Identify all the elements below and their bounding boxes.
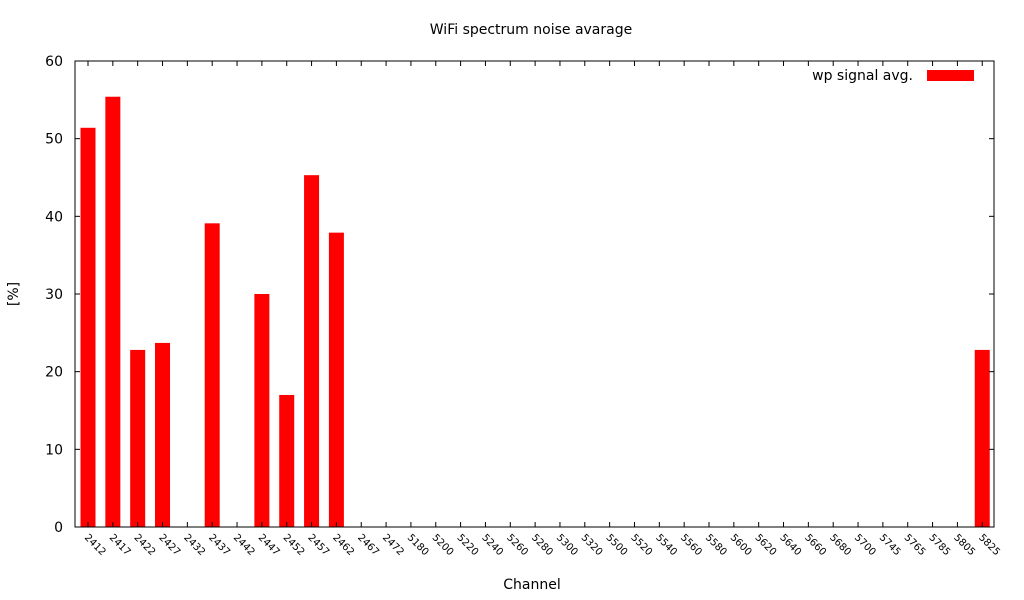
- x-tick-label-5805: 5805: [951, 532, 977, 558]
- x-tick-label-2457: 2457: [305, 532, 331, 558]
- x-tick-label-2447: 2447: [256, 532, 282, 558]
- y-tick-label-50: 50: [45, 132, 63, 148]
- y-tick-label-0: 0: [54, 520, 63, 536]
- chart-title: WiFi spectrum noise avarage: [430, 22, 632, 38]
- x-axis-label: Channel: [503, 577, 560, 593]
- x-tick-label-2472: 2472: [380, 532, 406, 558]
- bar-2437: [204, 223, 220, 527]
- x-tick-label-2412: 2412: [82, 532, 108, 558]
- x-tick-label-5260: 5260: [504, 532, 530, 558]
- x-tick-label-5600: 5600: [728, 532, 754, 558]
- legend: wp signal avg.: [812, 68, 974, 84]
- x-tick-label-2422: 2422: [132, 532, 158, 558]
- legend-swatch: [927, 70, 974, 81]
- bar-2422: [130, 349, 146, 527]
- x-tick-label-5700: 5700: [852, 532, 878, 558]
- x-tick-label-5520: 5520: [628, 532, 654, 558]
- x-tick-label-2432: 2432: [181, 532, 207, 558]
- x-tick-label-5300: 5300: [554, 532, 580, 558]
- x-tick-label-5580: 5580: [703, 532, 729, 558]
- y-tick-label-40: 40: [45, 209, 63, 225]
- y-axis-label: [%]: [6, 282, 22, 306]
- x-tick-label-5680: 5680: [827, 532, 853, 558]
- x-tick-label-2467: 2467: [355, 532, 381, 558]
- bar-2417: [105, 96, 121, 527]
- y-tick-label-60: 60: [45, 54, 63, 70]
- bar-2462: [328, 232, 344, 527]
- x-tick-label-5640: 5640: [777, 532, 803, 558]
- bar-2457: [304, 175, 320, 528]
- x-tick-labels: 2412 2417 2422 2427 2432 2437 2442 2447 2452 2457…: [82, 532, 1002, 558]
- x-tick-label-5765: 5765: [902, 532, 928, 558]
- y-tick-label-20: 20: [45, 365, 63, 381]
- x-tick-label-5200: 5200: [430, 532, 456, 558]
- x-tick-label-5180: 5180: [405, 532, 431, 558]
- x-tick-label-5240: 5240: [479, 532, 505, 558]
- x-tick-label-5220: 5220: [454, 532, 480, 558]
- y-tick-label-10: 10: [45, 442, 63, 458]
- y-tick-label-30: 30: [45, 287, 63, 303]
- x-tick-label-5825: 5825: [976, 532, 1002, 558]
- x-tick-label-5560: 5560: [678, 532, 704, 558]
- x-tick-label-5540: 5540: [653, 532, 679, 558]
- bars-group: [80, 96, 990, 528]
- x-tick-label-5320: 5320: [579, 532, 605, 558]
- bar-5825: [974, 349, 990, 527]
- bar-2452: [279, 394, 295, 527]
- plot-frame: [74, 60, 995, 528]
- bar-2447: [254, 294, 270, 527]
- legend-label: wp signal avg.: [812, 68, 913, 84]
- bar-2427: [155, 342, 171, 527]
- x-tick-label-2452: 2452: [281, 532, 307, 558]
- x-tick-label-2417: 2417: [107, 532, 133, 558]
- x-tick-label-5745: 5745: [877, 532, 903, 558]
- x-tick-label-2437: 2437: [206, 532, 232, 558]
- x-tick-label-5620: 5620: [753, 532, 779, 558]
- x-tick-label-5660: 5660: [802, 532, 828, 558]
- x-tick-label-5500: 5500: [604, 532, 630, 558]
- x-tick-label-2442: 2442: [231, 532, 257, 558]
- x-tick-label-2462: 2462: [330, 532, 356, 558]
- bar-2412: [80, 127, 96, 527]
- x-tick-label-2427: 2427: [156, 532, 182, 558]
- x-tick-label-5280: 5280: [529, 532, 555, 558]
- y-tick-labels: 0 10 20 30 40 50 60: [45, 54, 63, 536]
- x-tick-label-5785: 5785: [926, 532, 952, 558]
